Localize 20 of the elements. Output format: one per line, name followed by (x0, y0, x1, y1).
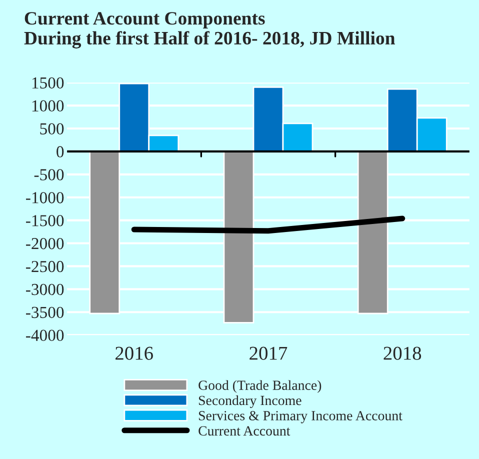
y-tick-label: 0 (56, 146, 64, 158)
y-tick-label: 1500 (32, 77, 64, 89)
y-tick-label: -4000 (26, 330, 64, 342)
y-tick-label: 1000 (32, 100, 64, 112)
y-tick-label: -500 (34, 169, 64, 180)
x-tick-label: 2017 (250, 346, 288, 360)
chart-title: Current Account Components During the first Half of 2016- 2018, JD Million (24, 12, 395, 48)
y-tick-label: -3000 (26, 284, 64, 296)
x-tick-label: 2016 (116, 346, 153, 360)
legend-label: Good (Trade Balance) (198, 380, 322, 393)
legend-label: Secondary Income (198, 395, 302, 408)
legend-label: Services & Primary Income Account (198, 411, 402, 424)
legend-label: Current Account (198, 426, 290, 436)
x-tick-label: 2018 (384, 346, 422, 360)
y-tick-label: -1500 (26, 215, 64, 226)
y-tick-label: 500 (40, 123, 64, 134)
y-tick-label: -3500 (26, 306, 64, 318)
y-tick-label: -2000 (26, 238, 64, 250)
y-tick-label: -1000 (26, 192, 64, 204)
y-tick-label: -2500 (26, 260, 64, 272)
